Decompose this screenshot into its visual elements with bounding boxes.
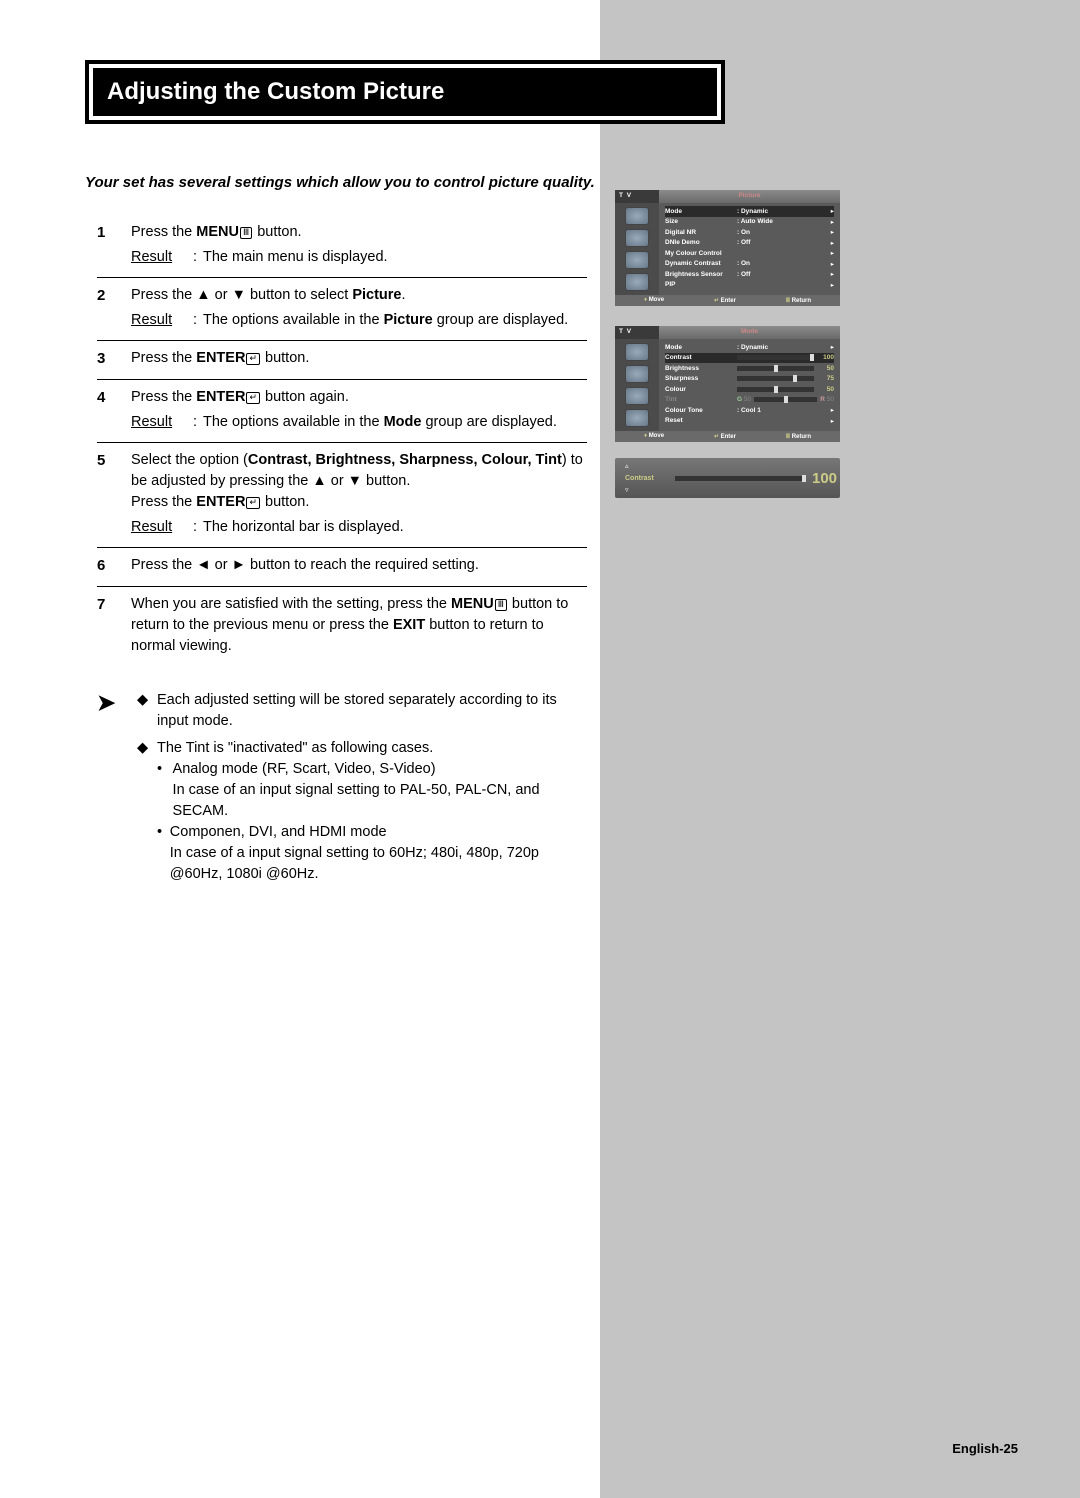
- down-icon: ▿: [625, 487, 629, 494]
- page-title: Adjusting the Custom Picture: [93, 68, 717, 116]
- menu-icon: Ⅲ: [495, 599, 507, 611]
- step-4: 4 Press the ENTER↵ button again. Result:…: [97, 380, 587, 443]
- step-2: 2 Press the ▲ or ▼ button to select Pict…: [97, 278, 587, 341]
- osd-rows: Mode: Dynamic▸ Size: Auto Wide▸ Digital …: [659, 203, 840, 295]
- enter-icon: ↵: [246, 353, 260, 365]
- menu-icon: Ⅲ: [240, 227, 252, 239]
- step-num: 6: [97, 555, 131, 577]
- osd-footer: ♦ Move ↵ Enter Ⅲ Return: [615, 431, 840, 442]
- step-body: Press the ▲ or ▼ button to select Pictur…: [131, 285, 587, 331]
- note-text: The Tint is "inactivated" as following c…: [157, 738, 587, 759]
- step-body: Press the MENUⅢ button. Result: The main…: [131, 222, 587, 268]
- osd-tv-label: T V: [615, 326, 659, 339]
- step-num: 1: [97, 222, 131, 268]
- step-num: 4: [97, 387, 131, 433]
- result-label: Result: [131, 412, 193, 433]
- osd-icon: [625, 343, 649, 361]
- osd-mode-menu: T V Mode Mode: Dynamic▸ Contrast100 Brig…: [615, 326, 840, 442]
- notes-block: ➤ ◆ Each adjusted setting will be stored…: [97, 690, 587, 891]
- step-num: 7: [97, 594, 131, 657]
- osd-icon: [625, 387, 649, 405]
- osd-title: Picture: [659, 190, 840, 203]
- step-num: 2: [97, 285, 131, 331]
- result-label: Result: [131, 310, 193, 331]
- steps-list: 1 Press the MENUⅢ button. Result: The ma…: [97, 215, 587, 666]
- page-number: English-25: [952, 1441, 1018, 1456]
- step-6: 6 Press the ◄ or ► button to reach the r…: [97, 548, 587, 587]
- step-body: Press the ENTER↵ button.: [131, 348, 587, 370]
- step-3: 3 Press the ENTER↵ button.: [97, 341, 587, 380]
- diamond-bullet-icon: ◆: [137, 738, 157, 885]
- osd-sidebar: [615, 203, 659, 295]
- osd-picture-menu: T V Picture Mode: Dynamic▸ Size: Auto Wi…: [615, 190, 840, 306]
- result-label: Result: [131, 517, 193, 538]
- diamond-bullet-icon: ◆: [137, 690, 157, 732]
- title-box: Adjusting the Custom Picture: [85, 60, 725, 124]
- osd-tv-label: T V: [615, 190, 659, 203]
- step-body: Press the ◄ or ► button to reach the req…: [131, 555, 587, 577]
- osd-sidebar: [615, 339, 659, 431]
- osd-title: Mode: [659, 326, 840, 339]
- note-text: Each adjusted setting will be stored sep…: [157, 690, 587, 732]
- osd-footer: ♦ Move ↵ Enter Ⅲ Return: [615, 295, 840, 306]
- step-body: Select the option (Contrast, Brightness,…: [131, 450, 587, 538]
- result-label: Result: [131, 247, 193, 268]
- enter-icon: ↵: [246, 497, 260, 509]
- note-arrow-icon: ➤: [97, 690, 137, 891]
- step-5: 5 Select the option (Contrast, Brightnes…: [97, 443, 587, 548]
- step-num: 3: [97, 348, 131, 370]
- osd-contrast-bar: ▵ Contrast 100 ▿: [615, 458, 840, 498]
- up-icon: ▵: [625, 463, 629, 470]
- osd-rows: Mode: Dynamic▸ Contrast100 Brightness50 …: [659, 339, 840, 431]
- bar-label: Contrast: [625, 475, 669, 482]
- osd-icon: [625, 229, 649, 247]
- osd-icon: [625, 207, 649, 225]
- enter-icon: ↵: [246, 392, 260, 404]
- step-1: 1 Press the MENUⅢ button. Result: The ma…: [97, 215, 587, 278]
- step-body: When you are satisfied with the setting,…: [131, 594, 587, 657]
- osd-icon: [625, 273, 649, 291]
- osd-icon: [625, 409, 649, 427]
- step-num: 5: [97, 450, 131, 538]
- bar-value: 100: [812, 470, 830, 487]
- step-7: 7 When you are satisfied with the settin…: [97, 587, 587, 666]
- step-body: Press the ENTER↵ button again. Result: T…: [131, 387, 587, 433]
- bar-slider: [675, 476, 806, 481]
- osd-icon: [625, 251, 649, 269]
- osd-icon: [625, 365, 649, 383]
